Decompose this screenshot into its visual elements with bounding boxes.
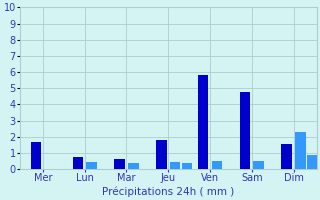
Bar — [295, 132, 306, 169]
Bar — [253, 161, 264, 169]
Bar — [31, 142, 41, 169]
Bar — [281, 144, 292, 169]
Bar — [198, 75, 208, 169]
Bar — [307, 155, 318, 169]
Bar — [156, 140, 166, 169]
Bar — [86, 162, 97, 169]
Bar — [170, 162, 180, 169]
Bar — [182, 163, 192, 169]
Bar — [128, 163, 139, 169]
Bar — [240, 92, 250, 169]
X-axis label: Précipitations 24h ( mm ): Précipitations 24h ( mm ) — [102, 186, 234, 197]
Bar — [114, 159, 125, 169]
Bar — [212, 161, 222, 169]
Bar — [73, 157, 83, 169]
